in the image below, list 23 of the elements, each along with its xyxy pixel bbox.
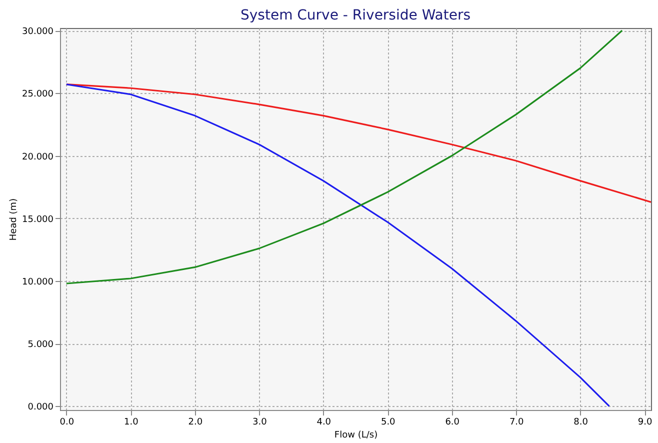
x-tick-label: 8.0 (574, 418, 588, 428)
y-tick-label: 25.000 (22, 90, 54, 100)
x-tick-label: 1.0 (124, 418, 139, 428)
y-axis-title: Head (m) (9, 198, 20, 241)
x-tick-label: 3.0 (252, 418, 268, 428)
y-tick-label: 0.000 (28, 402, 54, 413)
y-tick-label: 15.000 (22, 214, 54, 225)
y-tick-label: 30.000 (22, 27, 54, 38)
x-tick-label: 2.0 (188, 418, 203, 428)
x-tick-label: 4.0 (316, 418, 332, 428)
line-series (66, 84, 610, 408)
x-axis-title: Flow (L/s) (334, 430, 378, 440)
line-series (66, 30, 623, 284)
y-tick-label: 5.000 (28, 340, 54, 350)
x-tick-label: 7.0 (509, 418, 524, 428)
chart-title: System Curve - Riverside Waters (240, 8, 470, 24)
x-tick-label: 0.0 (60, 418, 74, 428)
x-tick-label: 6.0 (445, 418, 460, 428)
line-series (66, 84, 651, 203)
y-tick-label: 20.000 (22, 152, 54, 162)
x-tick-label: 9.0 (638, 418, 652, 428)
x-tick-label: 5.0 (380, 418, 396, 428)
y-tick-label: 10.000 (22, 277, 54, 288)
